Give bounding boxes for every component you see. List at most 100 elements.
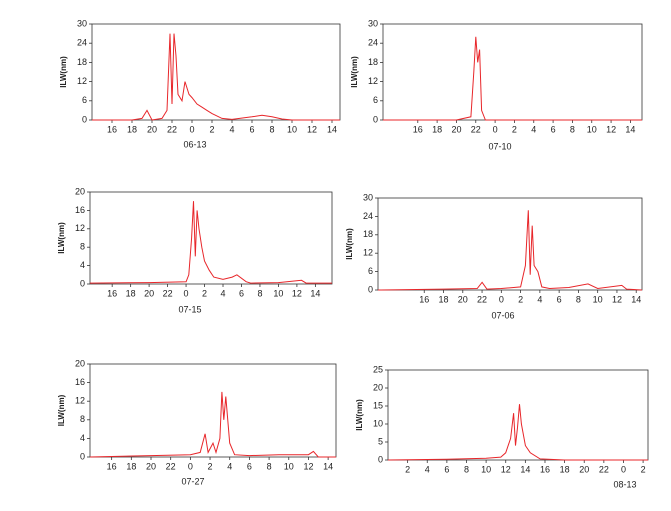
date-label: 07-15 bbox=[178, 304, 201, 314]
y-tick-label: 0 bbox=[378, 454, 383, 464]
y-tick-label: 24 bbox=[77, 38, 87, 48]
x-tick-label: 14 bbox=[327, 124, 337, 134]
y-tick-label: 24 bbox=[363, 211, 373, 221]
y-tick-label: 25 bbox=[373, 364, 383, 374]
y-tick-label: 10 bbox=[373, 418, 383, 428]
x-tick-label: 6 bbox=[239, 288, 244, 298]
subplot: 0 4 8 12 16 20 16 18 20 22 0 2 4 6 8 10 12 14 ILW(nm) 07-27 bbox=[57, 358, 337, 486]
x-tick-label: 2 bbox=[208, 461, 213, 471]
x-tick-label: 16 bbox=[419, 294, 429, 304]
y-tick-label: 0 bbox=[80, 451, 85, 461]
axes-frame bbox=[387, 369, 649, 461]
date-label: 07-06 bbox=[491, 310, 514, 320]
x-tick-label: 12 bbox=[303, 461, 313, 471]
y-axis-label: ILW(nm) bbox=[59, 56, 68, 88]
x-tick-label: 10 bbox=[287, 124, 297, 134]
y-tick-label: 12 bbox=[75, 396, 85, 406]
y-tick-label: 5 bbox=[378, 436, 383, 446]
axes-frame bbox=[89, 363, 337, 458]
x-tick-label: 4 bbox=[220, 288, 225, 298]
axes-frame bbox=[91, 23, 341, 121]
x-tick-label: 4 bbox=[227, 461, 232, 471]
x-tick-label: 8 bbox=[576, 294, 581, 304]
x-tick-label: 22 bbox=[471, 124, 481, 134]
data-line bbox=[377, 210, 643, 291]
x-tick-label: 14 bbox=[520, 464, 530, 474]
y-tick-label: 0 bbox=[368, 284, 373, 294]
y-tick-label: 30 bbox=[363, 192, 373, 202]
y-tick-label: 20 bbox=[75, 358, 85, 368]
axes-frame bbox=[377, 197, 643, 291]
x-tick-label: 20 bbox=[579, 464, 589, 474]
x-tick-label: 0 bbox=[184, 288, 189, 298]
x-tick-label: 2 bbox=[202, 288, 207, 298]
y-tick-label: 30 bbox=[77, 18, 87, 28]
x-tick-label: 18 bbox=[439, 294, 449, 304]
x-tick-label: 8 bbox=[257, 288, 262, 298]
y-tick-label: 6 bbox=[82, 95, 87, 105]
x-tick-label: 0 bbox=[493, 124, 498, 134]
x-tick-label: 6 bbox=[557, 294, 562, 304]
x-tick-label: 2 bbox=[512, 124, 517, 134]
y-tick-label: 30 bbox=[368, 18, 378, 28]
y-tick-label: 18 bbox=[363, 229, 373, 239]
x-tick-label: 6 bbox=[249, 124, 254, 134]
x-tick-label: 8 bbox=[267, 461, 272, 471]
y-tick-label: 0 bbox=[80, 278, 85, 288]
x-tick-label: 2 bbox=[518, 294, 523, 304]
subplot: 0 4 8 12 16 20 16 18 20 22 0 2 4 6 8 10 12 14 ILW(nm) 07-15 bbox=[57, 186, 333, 314]
y-tick-label: 6 bbox=[373, 95, 378, 105]
x-tick-label: 18 bbox=[126, 288, 136, 298]
date-label: 06-13 bbox=[183, 139, 206, 149]
axes-frame bbox=[89, 191, 333, 285]
data-line bbox=[387, 404, 648, 461]
x-tick-label: 16 bbox=[107, 124, 117, 134]
data-line bbox=[383, 36, 642, 121]
x-tick-label: 10 bbox=[481, 464, 491, 474]
x-tick-label: 8 bbox=[464, 464, 469, 474]
x-tick-label: 0 bbox=[499, 294, 504, 304]
x-tick-label: 2 bbox=[405, 464, 410, 474]
x-tick-label: 0 bbox=[621, 464, 626, 474]
x-tick-label: 20 bbox=[144, 288, 154, 298]
x-tick-label: 10 bbox=[587, 124, 597, 134]
x-tick-label: 16 bbox=[540, 464, 550, 474]
x-tick-label: 0 bbox=[189, 124, 194, 134]
x-tick-label: 4 bbox=[229, 124, 234, 134]
y-tick-label: 12 bbox=[75, 223, 85, 233]
x-tick-label: 18 bbox=[126, 461, 136, 471]
x-tick-label: 20 bbox=[451, 124, 461, 134]
x-tick-label: 0 bbox=[188, 461, 193, 471]
y-tick-label: 15 bbox=[373, 400, 383, 410]
x-tick-label: 4 bbox=[531, 124, 536, 134]
x-tick-label: 16 bbox=[413, 124, 423, 134]
x-tick-label: 2 bbox=[209, 124, 214, 134]
x-tick-label: 12 bbox=[292, 288, 302, 298]
y-tick-label: 12 bbox=[363, 248, 373, 258]
y-tick-label: 18 bbox=[368, 57, 378, 67]
y-tick-label: 0 bbox=[82, 114, 87, 124]
date-label: 08-13 bbox=[613, 479, 636, 489]
x-tick-label: 12 bbox=[307, 124, 317, 134]
y-tick-label: 6 bbox=[368, 266, 373, 276]
x-tick-label: 10 bbox=[273, 288, 283, 298]
y-tick-label: 16 bbox=[75, 377, 85, 387]
x-tick-label: 18 bbox=[127, 124, 137, 134]
x-tick-label: 22 bbox=[166, 461, 176, 471]
y-tick-label: 12 bbox=[368, 76, 378, 86]
x-tick-label: 14 bbox=[631, 294, 641, 304]
date-label: 07-27 bbox=[181, 476, 204, 486]
x-tick-label: 22 bbox=[167, 124, 177, 134]
x-tick-label: 22 bbox=[163, 288, 173, 298]
y-tick-label: 4 bbox=[80, 433, 85, 443]
x-tick-label: 18 bbox=[560, 464, 570, 474]
x-tick-label: 14 bbox=[625, 124, 635, 134]
date-label: 07-10 bbox=[488, 141, 511, 151]
x-tick-label: 20 bbox=[458, 294, 468, 304]
y-tick-label: 20 bbox=[373, 382, 383, 392]
x-tick-label: 22 bbox=[477, 294, 487, 304]
x-tick-label: 14 bbox=[323, 461, 333, 471]
